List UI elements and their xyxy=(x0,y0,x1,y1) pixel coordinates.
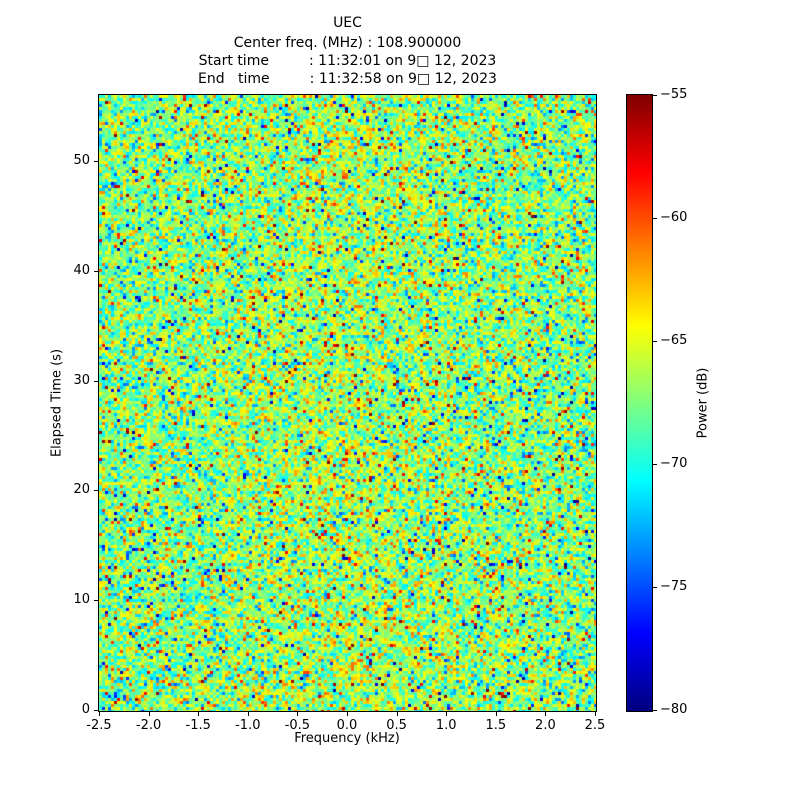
colorbar-tick-label: −75 xyxy=(660,579,688,594)
y-tick xyxy=(94,490,98,492)
colorbar-tick xyxy=(653,710,657,711)
header-start-time: Start time : 11:32:01 on 9□ 12, 2023 xyxy=(198,53,497,69)
x-tick-label: 2.5 xyxy=(584,718,606,733)
x-tick xyxy=(595,712,596,716)
colorbar xyxy=(626,94,653,712)
colorbar-tick-label: −60 xyxy=(660,210,688,225)
y-tick-label: 50 xyxy=(73,152,90,168)
colorbar-tick xyxy=(653,464,657,465)
x-tick-label: -0.5 xyxy=(284,718,311,733)
colorbar-tick xyxy=(653,341,657,342)
colorbar-canvas xyxy=(627,95,652,711)
spectrogram-canvas xyxy=(99,95,596,711)
x-tick-label: -2.5 xyxy=(86,718,112,733)
y-tick xyxy=(94,600,98,602)
header-center-freq: Center freq. (MHz) : 108.900000 xyxy=(233,35,462,51)
y-tick-label: 20 xyxy=(73,482,90,498)
y-tick xyxy=(94,380,98,382)
header-end-time: End time : 11:32:58 on 9□ 12, 2023 xyxy=(198,71,497,87)
x-tick xyxy=(545,712,547,716)
colorbar-label: Power (dB) xyxy=(695,367,711,439)
colorbar-tick-label: −70 xyxy=(660,456,688,471)
x-axis-label: Frequency (kHz) xyxy=(294,731,400,746)
plot-area xyxy=(98,94,597,712)
x-tick xyxy=(446,712,448,716)
x-tick-label: 1.5 xyxy=(485,718,507,733)
y-tick-label: 30 xyxy=(73,372,90,388)
x-tick-label: 2.0 xyxy=(535,718,556,733)
y-tick xyxy=(94,160,98,162)
x-tick xyxy=(396,712,398,716)
colorbar-tick xyxy=(653,587,657,588)
colorbar-tick-label: −65 xyxy=(660,333,688,348)
colorbar-tick-label: −80 xyxy=(660,702,688,717)
x-tick-label: 1.0 xyxy=(435,718,457,733)
y-tick-label: 0 xyxy=(81,702,90,717)
y-tick xyxy=(94,710,98,711)
x-tick-label: -1.0 xyxy=(235,718,261,733)
x-tick xyxy=(198,712,200,716)
x-tick-label: -1.5 xyxy=(185,718,211,733)
y-tick-label: 10 xyxy=(73,592,90,608)
x-tick xyxy=(99,712,100,716)
colorbar-tick xyxy=(653,95,657,96)
x-tick xyxy=(297,712,299,716)
x-tick xyxy=(495,712,497,716)
x-tick xyxy=(247,712,249,716)
x-tick-label: -2.0 xyxy=(135,718,162,733)
y-tick-label: 40 xyxy=(73,262,90,278)
chart-title: UEC xyxy=(333,15,362,31)
x-tick-label: 0.0 xyxy=(336,718,358,733)
colorbar-tick-label: −55 xyxy=(660,87,688,102)
y-axis-label: Elapsed Time (s) xyxy=(49,348,65,458)
x-tick xyxy=(347,712,348,716)
y-tick xyxy=(94,270,98,272)
x-tick xyxy=(148,712,150,716)
colorbar-tick xyxy=(653,218,657,219)
x-tick-label: 0.5 xyxy=(386,718,407,733)
